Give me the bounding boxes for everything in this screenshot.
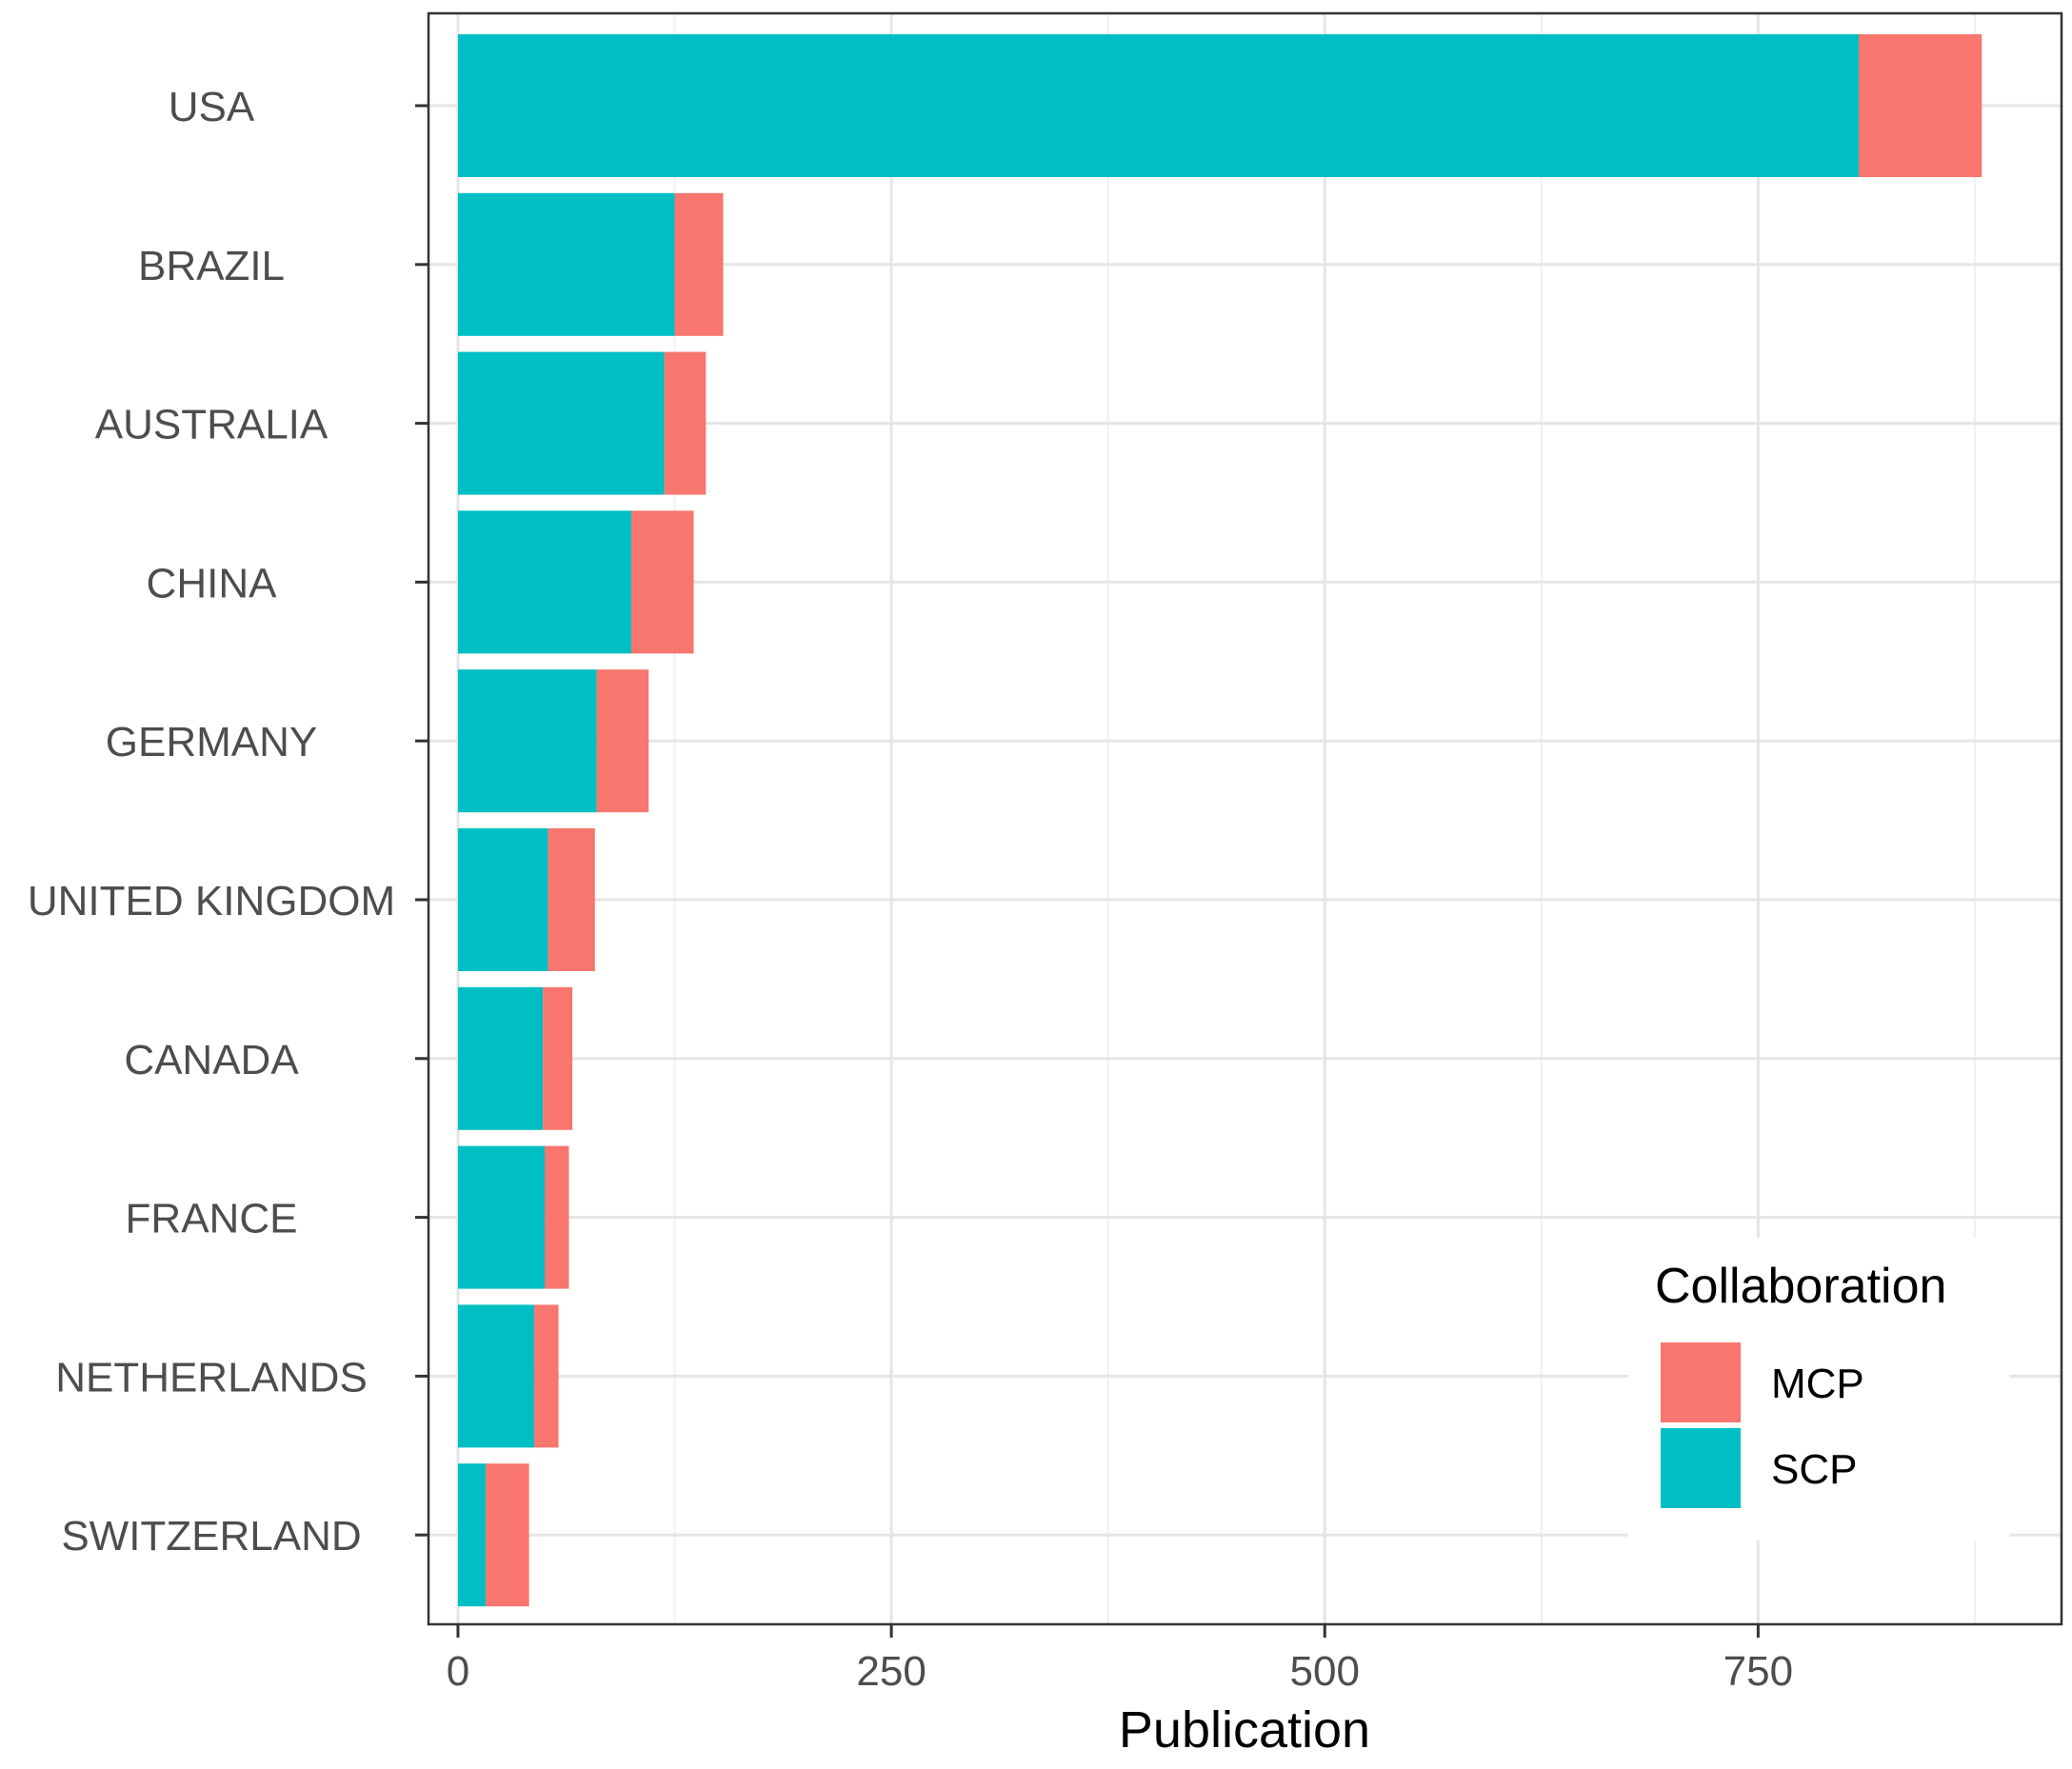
- bar-mcp-germany: [596, 669, 649, 813]
- panel-border: [427, 11, 2063, 1626]
- y-tick-label-brazil: BRAZIL: [138, 243, 285, 289]
- y-tick-label-france: FRANCE: [126, 1196, 298, 1242]
- bar-mcp-brazil: [674, 192, 724, 336]
- bar-scp-brazil: [457, 192, 675, 336]
- legend-key-scp: [1661, 1428, 1741, 1508]
- legend-label-scp: SCP: [1771, 1446, 1857, 1493]
- y-tick-label-netherlands: NETHERLANDS: [55, 1354, 368, 1401]
- x-axis-title: Publication: [1119, 1701, 1370, 1759]
- bar-mcp-switzerland: [486, 1463, 529, 1607]
- bar-mcp-canada: [543, 986, 573, 1130]
- bar-mcp-australia: [664, 351, 707, 495]
- bars: [457, 34, 1982, 1607]
- x-tick-label-3: 750: [1723, 1648, 1793, 1695]
- legend: Collaboration MCP SCP: [1628, 1238, 2009, 1540]
- y-tick-label-switzerland: SWITZERLAND: [61, 1513, 361, 1560]
- x-axis: 0 250 500 750: [447, 1624, 1793, 1695]
- bar-mcp-china: [631, 510, 694, 654]
- bar-scp-germany: [457, 669, 597, 813]
- bar-scp-canada: [457, 986, 544, 1130]
- bar-mcp-usa: [1858, 34, 1982, 177]
- bar-scp-united-kingdom: [457, 828, 548, 971]
- y-tick-label-china: CHINA: [147, 560, 278, 606]
- bar-mcp-netherlands: [534, 1304, 559, 1448]
- y-tick-label-usa: USA: [169, 84, 255, 130]
- bar-mcp-united-kingdom: [548, 828, 595, 971]
- x-tick-label-2: 500: [1290, 1648, 1360, 1695]
- legend-key-mcp: [1661, 1342, 1741, 1422]
- bar-scp-switzerland: [457, 1463, 487, 1607]
- y-tick-label-germany: GERMANY: [106, 719, 317, 765]
- x-tick-label-1: 250: [856, 1648, 926, 1695]
- y-axis: USA BRAZIL AUSTRALIA CHINA GERMANY UNITED KIN…: [28, 84, 428, 1560]
- legend-title: Collaboration: [1655, 1259, 1946, 1314]
- x-tick-label-0: 0: [447, 1648, 469, 1695]
- bar-scp-usa: [457, 34, 1859, 177]
- bar-scp-australia: [457, 351, 665, 495]
- bar-scp-netherlands: [457, 1304, 535, 1448]
- bar-mcp-france: [544, 1145, 569, 1289]
- y-tick-label-australia: AUSTRALIA: [95, 402, 329, 448]
- bar-scp-france: [457, 1145, 545, 1289]
- y-tick-label-united-kingdom: UNITED KINGDOM: [28, 878, 395, 924]
- legend-label-mcp: MCP: [1771, 1361, 1864, 1407]
- y-tick-label-canada: CANADA: [124, 1037, 299, 1083]
- bar-scp-china: [457, 510, 632, 654]
